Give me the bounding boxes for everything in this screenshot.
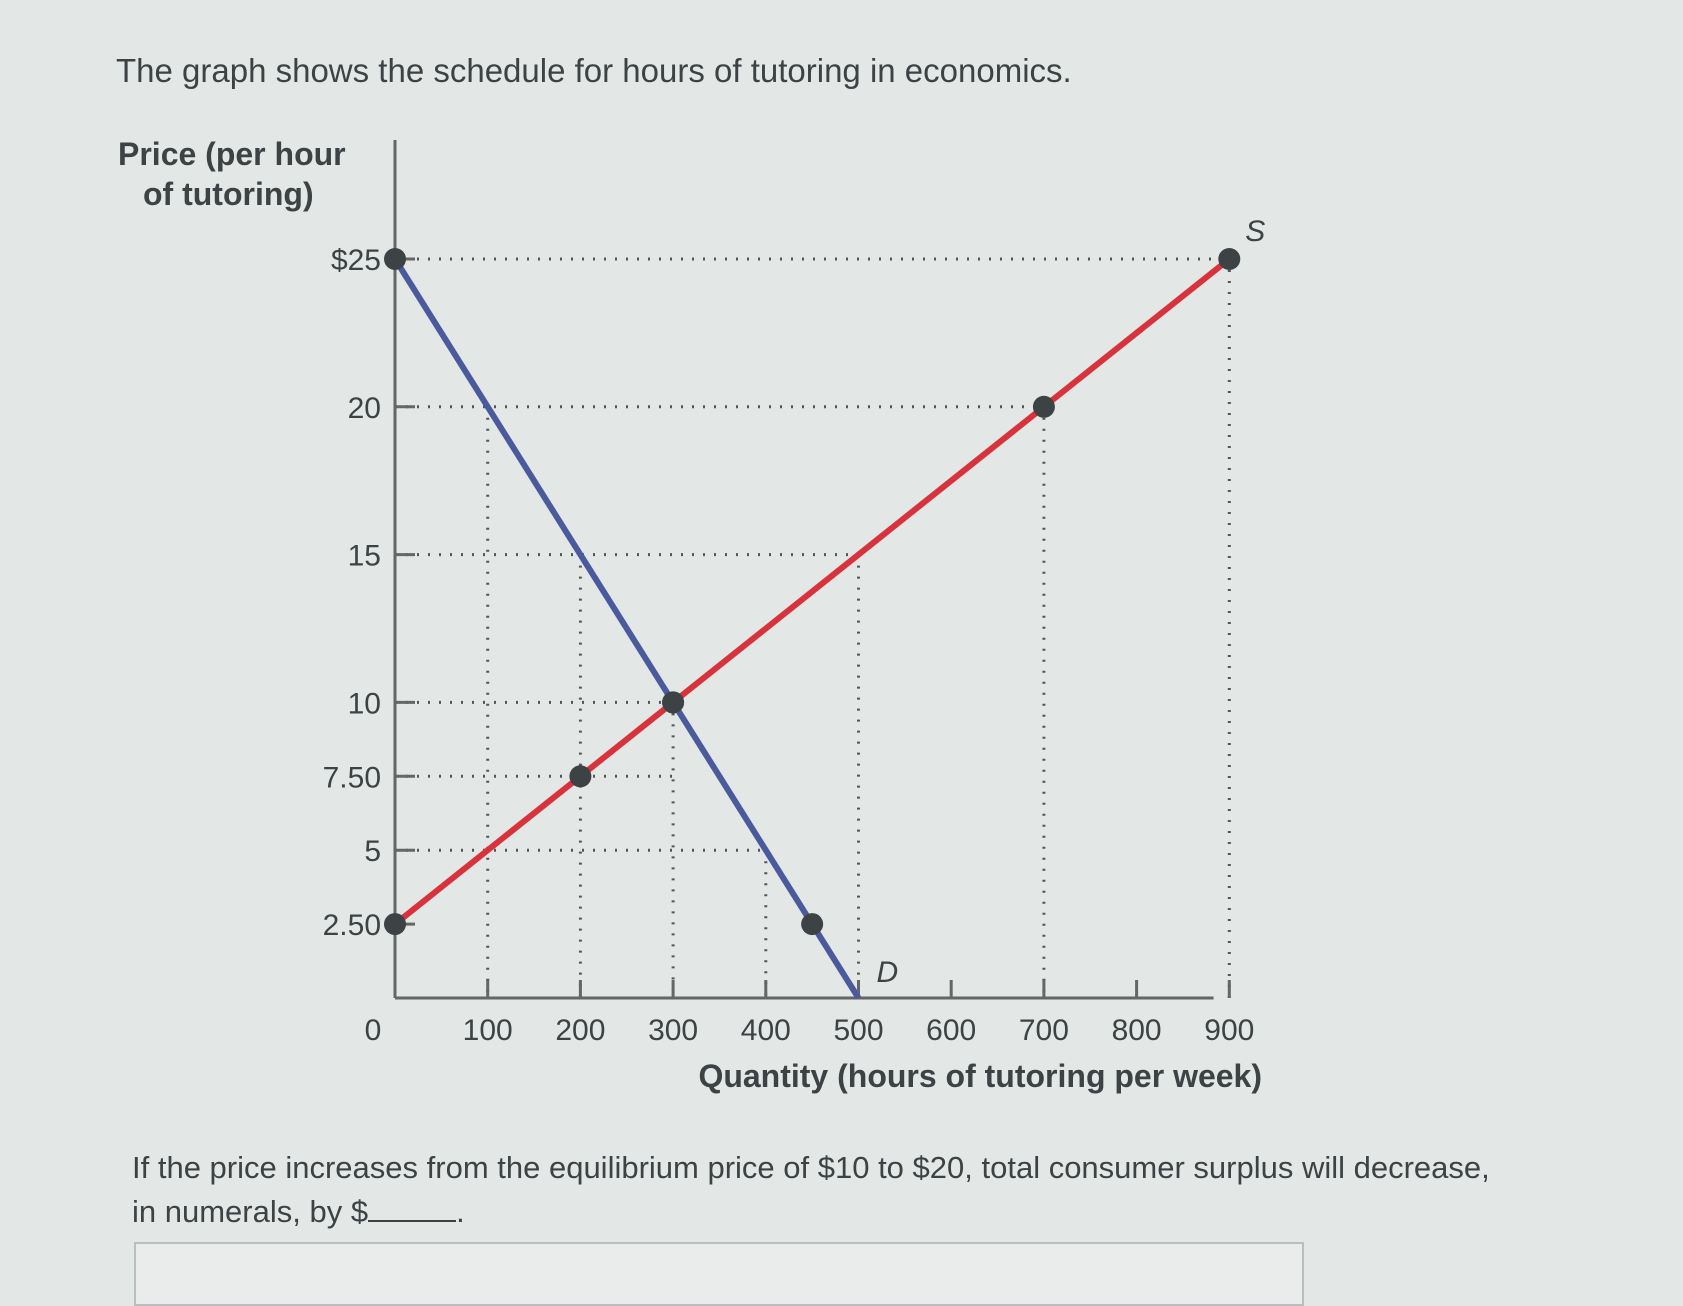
- y-axis-label: Price (per hour: [118, 136, 346, 172]
- data-point: [1218, 248, 1241, 270]
- supply-demand-chart: Price (per hour of tutoring) Quantity (h…: [118, 136, 1265, 1094]
- prompt-text: The graph shows the schedule for hours o…: [116, 52, 1072, 89]
- question-body: If the price increases from the equilibr…: [132, 1150, 1490, 1229]
- x-tick-label: 800: [1112, 1014, 1162, 1047]
- data-point: [569, 765, 592, 788]
- x-tick-label: 500: [833, 1014, 883, 1047]
- data-point: [662, 691, 685, 714]
- x-tick-label: 200: [555, 1014, 605, 1047]
- x-tick-label: 600: [926, 1014, 976, 1047]
- data-point: [384, 248, 406, 270]
- x-tick-label: 100: [463, 1014, 513, 1047]
- x-tick-label: 0: [365, 1014, 382, 1047]
- y-tick-label: 5: [364, 835, 381, 868]
- question-text: If the price increases from the equilibr…: [132, 1146, 1512, 1234]
- x-tick-label: 400: [741, 1014, 791, 1047]
- question-end: .: [456, 1194, 465, 1229]
- curve-d: [392, 257, 862, 1000]
- demand-label: D: [877, 956, 899, 989]
- y-tick-label: $25: [331, 244, 381, 277]
- data-point: [384, 913, 406, 936]
- x-axis-label: Quantity (hours of tutoring per week): [698, 1058, 1262, 1094]
- y-tick-label: 10: [348, 687, 381, 720]
- answer-input[interactable]: [134, 1242, 1304, 1306]
- y-tick-label: 20: [348, 392, 381, 425]
- y-tick-label: 2.50: [323, 909, 381, 942]
- curve-s: [393, 256, 1232, 927]
- supply-label: S: [1245, 215, 1265, 248]
- data-point: [1032, 395, 1055, 418]
- answer-blank: [368, 1194, 457, 1222]
- x-tick-label: 900: [1204, 1014, 1254, 1047]
- y-tick-label: 7.50: [323, 761, 381, 794]
- y-tick-label: 15: [348, 540, 381, 573]
- x-tick-label: 300: [648, 1014, 698, 1047]
- x-tick-label: 700: [1019, 1014, 1069, 1047]
- y-axis-label-2: of tutoring): [143, 176, 314, 212]
- data-point: [801, 913, 824, 936]
